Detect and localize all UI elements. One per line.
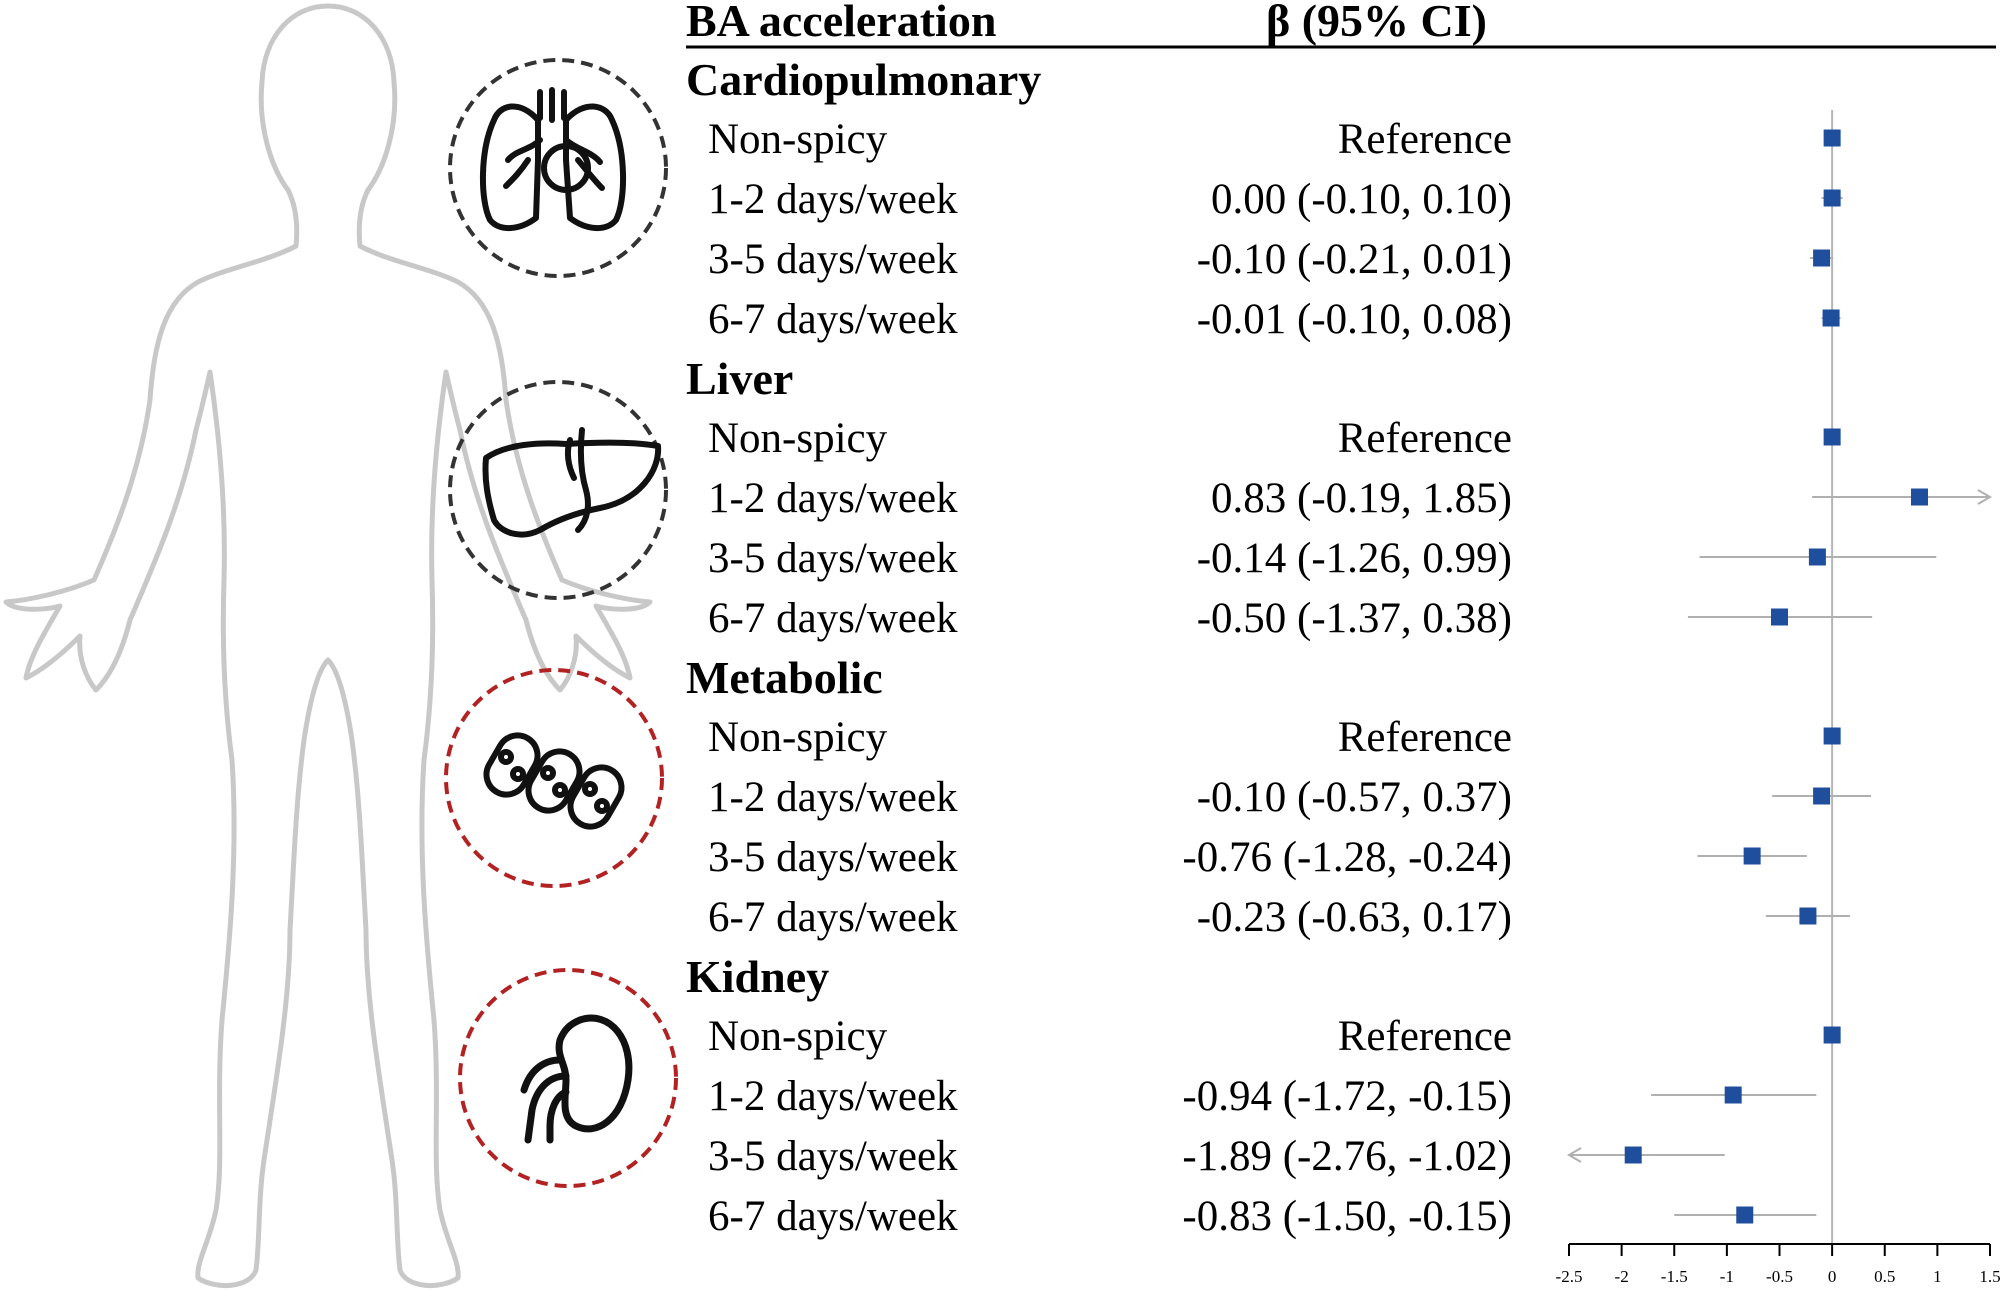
- row-estimate: -1.89 (-2.76, -1.02): [1182, 1133, 1512, 1180]
- x-tick-label: 0: [1828, 1267, 1837, 1286]
- estimate-marker: [1813, 787, 1831, 805]
- estimate-marker: [1822, 309, 1840, 327]
- estimate-marker: [1823, 727, 1841, 745]
- human-silhouette-icon: [3, 3, 653, 1289]
- x-tick-label: 0.5: [1874, 1267, 1895, 1286]
- kidney-icon: [458, 968, 678, 1188]
- row-label: 3-5 days/week: [708, 1133, 958, 1180]
- group-label-kidney: Kidney: [686, 951, 829, 1002]
- x-tick-label: -1.5: [1661, 1267, 1688, 1286]
- estimate-marker: [1743, 847, 1761, 865]
- group-label-cardiopulmonary: Cardiopulmonary: [686, 54, 1041, 105]
- forest-plot-area: -2.5 -2 -1.5 -1 -0.5 0 0.5 1 1.5: [1556, 110, 2001, 1286]
- group-labels: Cardiopulmonary Liver Metabolic Kidney: [686, 54, 1041, 1002]
- row-label: 1-2 days/week: [708, 774, 958, 821]
- row-estimate: 0.00 (-0.10, 0.10): [1211, 176, 1512, 223]
- column-header-ba-acceleration: BA acceleration: [686, 0, 996, 46]
- estimate-marker: [1736, 1206, 1754, 1224]
- row-label: 3-5 days/week: [708, 236, 958, 283]
- ci-arrow-right: [1977, 489, 1992, 505]
- row-estimate: -0.01 (-0.10, 0.08): [1197, 296, 1512, 343]
- row-label: 6-7 days/week: [708, 1193, 958, 1240]
- row-label: Non-spicy: [708, 415, 888, 462]
- x-tick-label: -1: [1720, 1267, 1734, 1286]
- table-header: BA acceleration β (95% CI): [686, 0, 1996, 49]
- row-estimate: -0.50 (-1.37, 0.38): [1197, 595, 1512, 642]
- estimate-marker: [1910, 488, 1928, 506]
- x-tick-label: -2: [1615, 1267, 1629, 1286]
- estimate-marker: [1813, 249, 1831, 267]
- row-label: 1-2 days/week: [708, 1073, 958, 1120]
- row-estimate: Reference: [1338, 1013, 1512, 1060]
- group-label-liver: Liver: [686, 353, 793, 404]
- row-estimate: -0.76 (-1.28, -0.24): [1182, 834, 1512, 881]
- x-tick-label: -0.5: [1766, 1267, 1793, 1286]
- row-label: Non-spicy: [708, 714, 888, 761]
- cells-icon: [444, 668, 664, 888]
- row-label: 6-7 days/week: [708, 894, 958, 941]
- row-estimate: -0.10 (-0.21, 0.01): [1197, 236, 1512, 283]
- row-estimate: Reference: [1338, 116, 1512, 163]
- estimate-marker: [1624, 1146, 1642, 1164]
- row-estimate: -0.94 (-1.72, -0.15): [1182, 1073, 1512, 1120]
- column-header-beta-ci: β (95% CI): [1266, 0, 1487, 46]
- estimate-marker: [1823, 1026, 1841, 1044]
- row-estimate: -0.23 (-0.63, 0.17): [1197, 894, 1512, 941]
- forest-rows: Non-spicy Reference 1-2 days/week 0.00 (…: [708, 116, 1512, 1240]
- row-estimate: -0.10 (-0.57, 0.37): [1197, 774, 1512, 821]
- estimate-marker: [1823, 428, 1841, 446]
- row-label: Non-spicy: [708, 1013, 888, 1060]
- row-estimate: Reference: [1338, 415, 1512, 462]
- row-label: Non-spicy: [708, 116, 888, 163]
- estimate-marker: [1823, 129, 1841, 147]
- x-tick-label: 1.5: [1979, 1267, 2000, 1286]
- x-tick-label: -2.5: [1556, 1267, 1583, 1286]
- row-estimate: Reference: [1338, 714, 1512, 761]
- row-label: 3-5 days/week: [708, 834, 958, 881]
- ci-arrow-left: [1567, 1147, 1582, 1163]
- row-estimate: 0.83 (-0.19, 1.85): [1211, 475, 1512, 522]
- estimate-marker: [1808, 548, 1826, 566]
- x-tick-label: 1: [1933, 1267, 1942, 1286]
- estimate-marker: [1771, 608, 1788, 626]
- row-estimate: -0.83 (-1.50, -0.15): [1182, 1193, 1512, 1240]
- liver-icon: [448, 380, 668, 600]
- group-label-metabolic: Metabolic: [686, 652, 883, 703]
- lungs-heart-icon: [448, 58, 668, 278]
- estimate-marker: [1799, 907, 1817, 925]
- estimate-marker: [1823, 189, 1841, 207]
- row-label: 1-2 days/week: [708, 475, 958, 522]
- row-label: 6-7 days/week: [708, 296, 958, 343]
- row-label: 3-5 days/week: [708, 535, 958, 582]
- organ-icons: [444, 58, 678, 1188]
- row-label: 6-7 days/week: [708, 595, 958, 642]
- row-label: 1-2 days/week: [708, 176, 958, 223]
- estimate-marker: [1724, 1086, 1742, 1104]
- row-estimate: -0.14 (-1.26, 0.99): [1197, 535, 1512, 582]
